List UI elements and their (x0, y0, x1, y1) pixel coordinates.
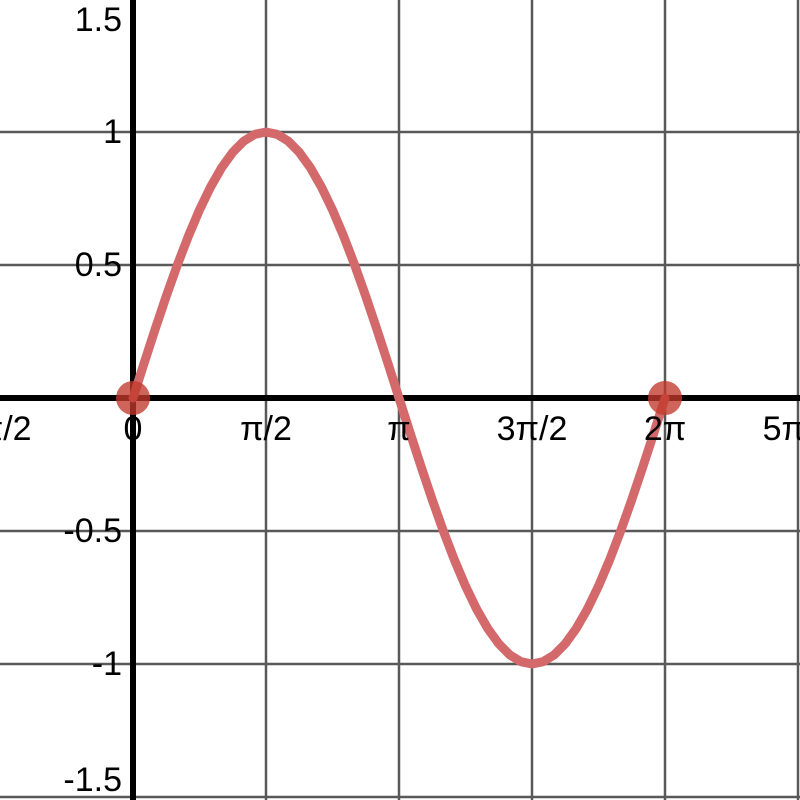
y-tick-label-4: -1 (91, 645, 122, 683)
y-tick-label-5: -1.5 (63, 761, 122, 799)
y-tick-label-2: 0.5 (74, 246, 122, 284)
data-series-group (128, 127, 670, 669)
marker-point-1 (648, 381, 682, 415)
marker-points-group (116, 381, 682, 415)
y-tick-label-0: 1.5 (74, 1, 122, 39)
x-tick-label-1: 0 (123, 410, 143, 448)
x-tick-label-3: π (387, 410, 411, 448)
x-tick-label-6: 5π/2 (762, 410, 800, 448)
x-tick-label-0: -π/2 (0, 410, 32, 448)
x-tick-label-5: 2π (643, 410, 687, 448)
series-line-sin(x) (128, 127, 670, 669)
y-tick-label-1: 1 (103, 113, 122, 151)
marker-point-0 (116, 381, 150, 415)
y-tick-label-3: -0.5 (63, 512, 122, 550)
x-tick-label-4: 3π/2 (496, 410, 568, 448)
x-tick-label-2: π/2 (240, 410, 292, 448)
